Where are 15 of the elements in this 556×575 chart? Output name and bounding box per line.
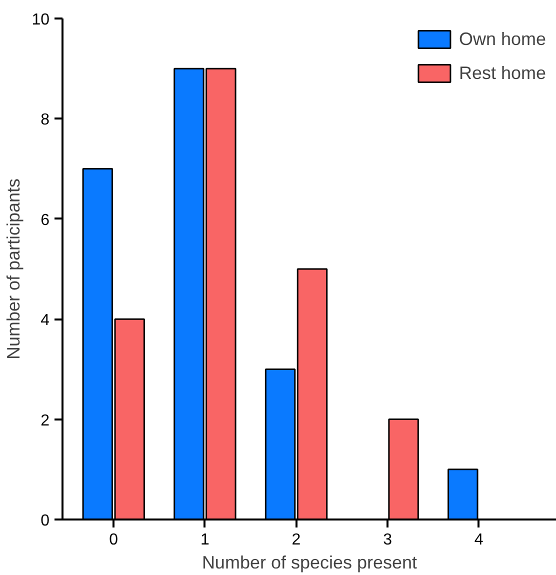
legend-label: Rest home bbox=[458, 62, 546, 84]
x-tick-label: 2 bbox=[292, 532, 301, 548]
x-tick-label: 3 bbox=[383, 532, 392, 548]
y-axis-title: Number of participants bbox=[4, 178, 24, 360]
x-tick-label: 0 bbox=[109, 532, 118, 548]
legend-label: Own home bbox=[458, 28, 546, 50]
y-tick-label: 6 bbox=[40, 212, 50, 229]
x-axis-title: Number of species present bbox=[202, 552, 418, 572]
x-tick-label: 4 bbox=[474, 532, 484, 548]
y-tick-label: 10 bbox=[32, 12, 50, 28]
x-tick-label: 1 bbox=[200, 532, 210, 548]
y-tick-label: 4 bbox=[40, 312, 50, 330]
y-tick-label: 8 bbox=[40, 112, 50, 129]
y-tick-label: 0 bbox=[40, 512, 50, 530]
y-tick-label: 2 bbox=[40, 412, 50, 430]
